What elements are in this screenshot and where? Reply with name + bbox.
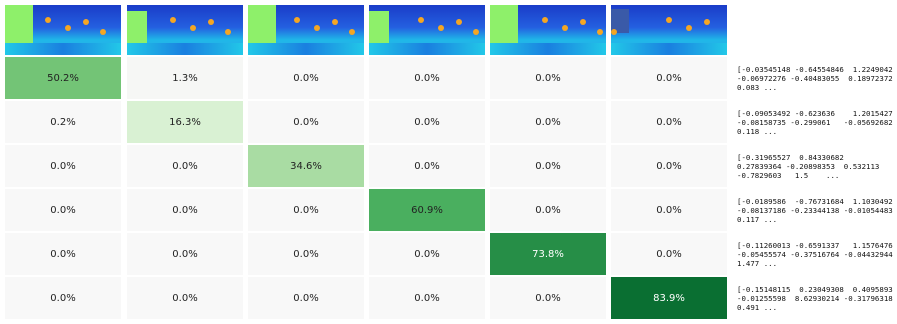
embedding-vector: [-0.15148115 0.23049308 0.4095893 -0.0125… — [737, 285, 893, 312]
depth-thumbnail — [369, 5, 485, 55]
percentage-cell: 34.6% — [248, 145, 364, 187]
vector-line: -0.7829603 1.5 ... — [737, 171, 840, 180]
percentage-cell: 0.0% — [611, 101, 727, 143]
vector-line: -0.05455574 -0.37516764 -0.04432944 — [737, 250, 893, 259]
percentage-cell: 60.9% — [369, 189, 485, 231]
vector-line: [-0.09053492 -0.623636 1.2015427 — [737, 109, 893, 118]
vector-line: -0.01255598 8.62930214 -0.31796318 — [737, 294, 893, 303]
embedding-vector: [-0.09053492 -0.623636 1.2015427 -0.08158… — [737, 109, 893, 136]
vector-line: -0.08158735 -0.299061 -0.05692682 — [737, 118, 893, 127]
vector-line: -0.06972276 -0.40483055 0.18972372 — [737, 74, 893, 83]
percentage-cell: 0.0% — [611, 57, 727, 99]
depth-thumbnail — [490, 5, 606, 55]
percentage-cell: 0.0% — [490, 145, 606, 187]
percentage-cell: 0.0% — [127, 145, 243, 187]
vector-line: [-0.0189586 -0.76731684 1.1030492 — [737, 197, 893, 206]
percentage-cell: 0.0% — [490, 101, 606, 143]
percentage-cell: 0.0% — [369, 277, 485, 319]
percentage-cell: 0.0% — [369, 145, 485, 187]
percentage-cell: 0.0% — [248, 233, 364, 275]
vector-line: [-0.31965527 0.84330682 — [737, 153, 844, 162]
vector-line: 0.491 ... — [737, 303, 778, 312]
depth-thumbnail — [127, 5, 243, 55]
percentage-cell: 0.0% — [611, 189, 727, 231]
percentage-cell: 0.0% — [5, 145, 121, 187]
percentage-cell: 0.0% — [490, 57, 606, 99]
percentage-cell: 0.0% — [248, 101, 364, 143]
vector-line: [-0.03545148 -0.64554846 1.2249042 — [737, 65, 893, 74]
percentage-cell: 0.0% — [5, 189, 121, 231]
percentage-cell: 0.0% — [611, 233, 727, 275]
percentage-cell: 0.2% — [5, 101, 121, 143]
percentage-cell: 0.0% — [127, 233, 243, 275]
embedding-vector: [-0.11260013 -0.6591337 1.1576476 -0.0545… — [737, 241, 893, 268]
percentage-cell: 0.0% — [248, 57, 364, 99]
percentage-cell: 0.0% — [248, 277, 364, 319]
percentage-cell: 83.9% — [611, 277, 727, 319]
percentage-cell: 0.0% — [5, 277, 121, 319]
percentage-cell: 0.0% — [490, 189, 606, 231]
vector-line: 0.27839364 -0.20898353 0.532113 — [737, 162, 880, 171]
vector-line: 1.477 ... — [737, 259, 778, 268]
percentage-cell: 0.0% — [490, 277, 606, 319]
depth-thumbnail — [5, 5, 121, 55]
vector-line: 0.083 ... — [737, 83, 778, 92]
embedding-vector: [-0.0189586 -0.76731684 1.1030492 -0.0813… — [737, 197, 893, 224]
percentage-cell: 0.0% — [5, 233, 121, 275]
percentage-cell: 0.0% — [369, 233, 485, 275]
percentage-cell: 0.0% — [369, 101, 485, 143]
percentage-cell: 0.0% — [127, 189, 243, 231]
embedding-vector: [-0.31965527 0.84330682 0.27839364 -0.208… — [737, 153, 879, 180]
embedding-vector: [-0.03545148 -0.64554846 1.2249042 -0.069… — [737, 65, 893, 92]
percentage-cell: 50.2% — [5, 57, 121, 99]
percentage-cell: 0.0% — [127, 277, 243, 319]
vector-line: -0.08137186 -0.23344138 -0.01054483 — [737, 206, 893, 215]
percentage-cell: 73.8% — [490, 233, 606, 275]
percentage-cell: 1.3% — [127, 57, 243, 99]
percentage-cell: 0.0% — [611, 145, 727, 187]
percentage-cell: 16.3% — [127, 101, 243, 143]
vector-line: [-0.15148115 0.23049308 0.4095893 — [737, 285, 893, 294]
depth-thumbnail — [248, 5, 364, 55]
vector-line: 0.117 ... — [737, 215, 778, 224]
vector-line: [-0.11260013 -0.6591337 1.1576476 — [737, 241, 893, 250]
percentage-cell: 0.0% — [369, 57, 485, 99]
percentage-cell: 0.0% — [248, 189, 364, 231]
depth-thumbnail — [611, 5, 727, 55]
vector-line: 0.118 ... — [737, 127, 778, 136]
